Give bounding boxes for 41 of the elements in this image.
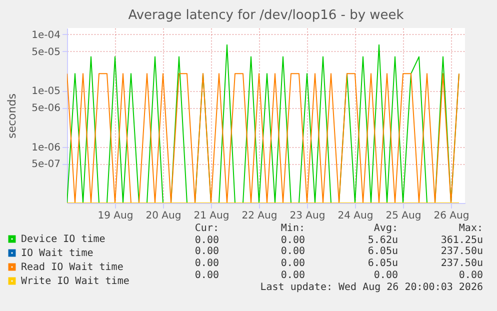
text: 237.50u	[440, 258, 483, 270]
text: Min:	[280, 223, 305, 235]
text: 0.00	[280, 234, 305, 246]
y-tick-label: 5e-07	[32, 159, 60, 170]
text: 0.00	[374, 270, 398, 282]
legend-label: Read IO Wait time	[21, 262, 124, 273]
y-axis-title: seconds	[6, 93, 19, 138]
x-tick-label: 25 Aug	[386, 210, 422, 222]
chart-title: Average latency for /dev/loop16 - by week	[128, 8, 404, 23]
text: 0.00	[194, 258, 219, 270]
y-tick-label: 5e-05	[32, 46, 60, 58]
text: 5.62u	[368, 234, 398, 246]
y-tick-label: 1e-05	[32, 86, 60, 98]
text: 0.00	[280, 270, 305, 282]
text: Last update: Wed Aug 26 20:00:03 2026	[260, 282, 483, 294]
text: 6.05u	[368, 258, 398, 270]
text: 0.00	[458, 270, 483, 282]
text: Avg:	[374, 223, 398, 235]
x-tick-label: 26 Aug	[434, 210, 470, 222]
x-tick-label: 19 Aug	[98, 210, 134, 222]
text: 0.00	[194, 246, 219, 258]
x-tick-label: 21 Aug	[194, 210, 230, 222]
text: 0.00	[280, 258, 305, 270]
text: 0.00	[194, 270, 219, 282]
legend-label: IO Wait time	[21, 248, 94, 259]
x-tick-label: 24 Aug	[338, 210, 374, 222]
legend-label: Device IO time	[21, 234, 106, 245]
y-tick-label: 1e-06	[32, 142, 60, 154]
y-tick-label: 5e-06	[32, 103, 60, 114]
text: Cur:	[194, 223, 219, 235]
text: 6.05u	[368, 246, 398, 258]
text: Max:	[458, 223, 483, 235]
y-tick-label: 1e-04	[32, 30, 60, 41]
x-tick-label: 22 Aug	[242, 210, 278, 222]
text: 361.25u	[440, 234, 483, 246]
text: 237.50u	[440, 246, 483, 258]
x-tick-label: 20 Aug	[146, 210, 182, 222]
text: 0.00	[280, 246, 305, 258]
legend-label: Write IO Wait time	[21, 276, 130, 287]
x-tick-label: 23 Aug	[290, 210, 326, 222]
text: 0.00	[194, 234, 219, 246]
